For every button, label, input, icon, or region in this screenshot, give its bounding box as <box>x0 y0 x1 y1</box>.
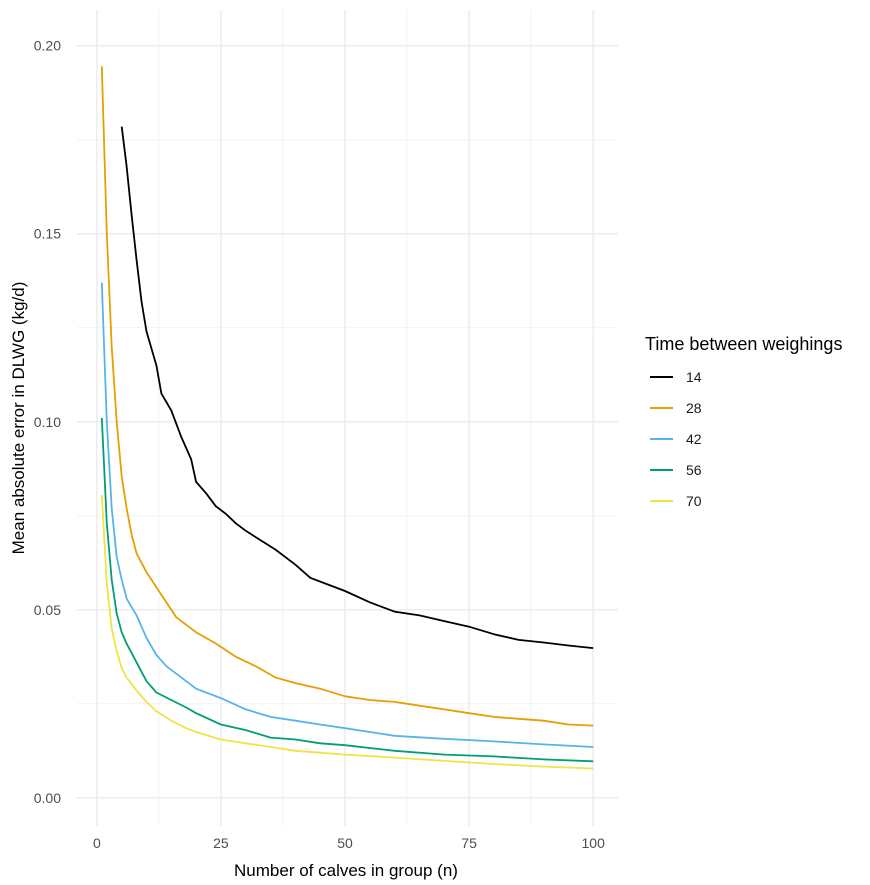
y-tick-label-1: 0.05 <box>34 602 61 618</box>
legend: 14 28 42 56 70 <box>650 369 702 509</box>
y-axis-title: Mean absolute error in DLWG (kg/d) <box>9 282 28 555</box>
legend-title: Time between weighings <box>645 334 842 354</box>
y-tick-label-3: 0.15 <box>34 226 61 242</box>
legend-label-56: 56 <box>686 462 702 478</box>
x-tick-label-1: 25 <box>213 835 229 851</box>
x-tick-label-2: 50 <box>337 835 353 851</box>
x-tick-label-0: 0 <box>93 835 101 851</box>
series-line-42 <box>100 282 594 748</box>
legend-label-28: 28 <box>686 400 702 416</box>
y-tick-label-0: 0.00 <box>34 790 61 806</box>
y-tick-label-2: 0.10 <box>34 414 61 430</box>
legend-label-70: 70 <box>686 493 702 509</box>
x-axis-title: Number of calves in group (n) <box>234 861 458 880</box>
series-line-28 <box>100 66 594 727</box>
x-tick-label-4: 100 <box>582 835 606 851</box>
legend-label-42: 42 <box>686 431 702 447</box>
legend-label-14: 14 <box>686 369 702 385</box>
series-lines <box>100 66 594 770</box>
y-axis-ticks: 0.00 0.05 0.10 0.15 0.20 <box>34 38 61 806</box>
series-line-70 <box>100 495 594 770</box>
x-tick-label-3: 75 <box>461 835 477 851</box>
series-line-14 <box>120 126 594 649</box>
series-line-56 <box>100 417 594 763</box>
x-axis-ticks: 0 25 50 75 100 <box>93 835 605 851</box>
grid <box>77 10 618 826</box>
y-tick-label-4: 0.20 <box>34 38 61 54</box>
